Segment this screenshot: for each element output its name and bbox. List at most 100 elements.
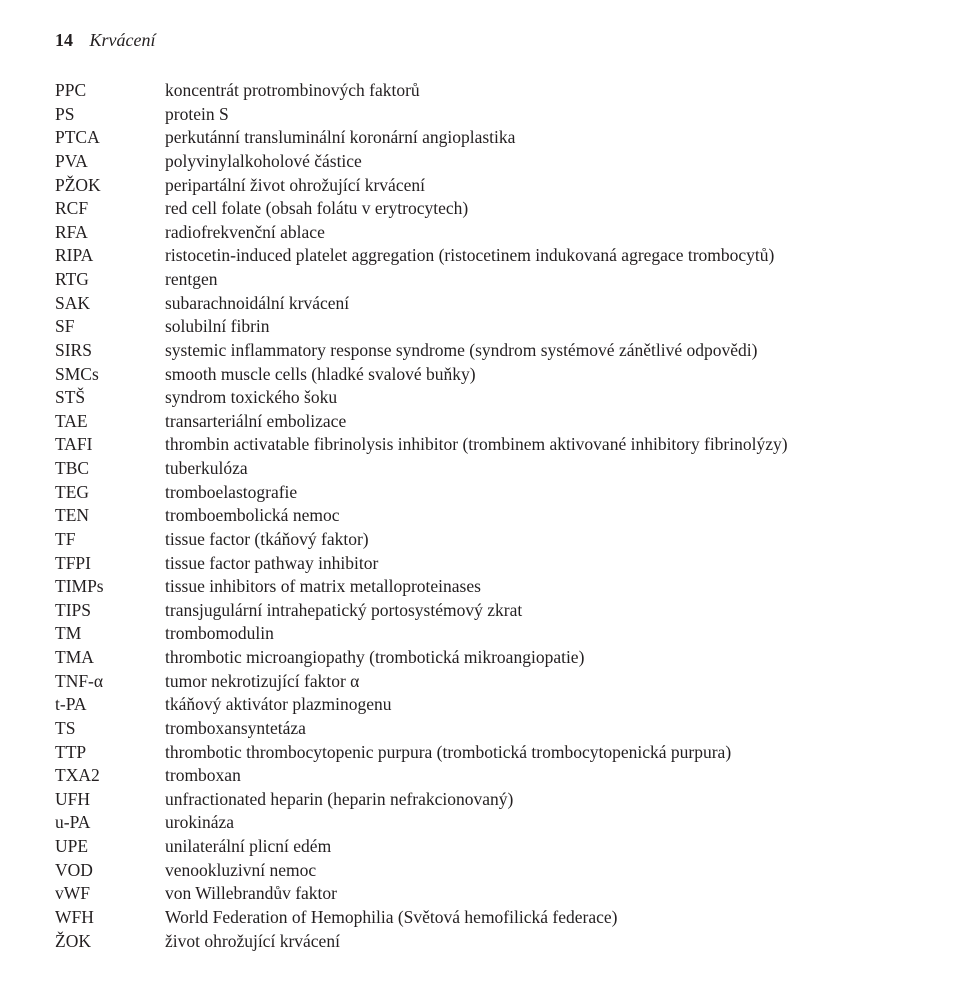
definition: syndrom toxického šoku bbox=[165, 386, 905, 410]
glossary-row: TMAthrombotic microangiopathy (trombotic… bbox=[55, 646, 905, 670]
glossary-row: TXA2tromboxan bbox=[55, 764, 905, 788]
definition: tumor nekrotizující faktor α bbox=[165, 670, 905, 694]
abbr: VOD bbox=[55, 859, 165, 883]
definition: rentgen bbox=[165, 268, 905, 292]
definition: systemic inflammatory response syndrome … bbox=[165, 339, 905, 363]
definition: solubilní fibrin bbox=[165, 315, 905, 339]
page-number: 14 bbox=[55, 30, 73, 50]
definition: unfractionated heparin (heparin nefrakci… bbox=[165, 788, 905, 812]
glossary-row: u-PAurokináza bbox=[55, 811, 905, 835]
abbr: STŠ bbox=[55, 386, 165, 410]
definition: tissue inhibitors of matrix metalloprote… bbox=[165, 575, 905, 599]
abbr: TF bbox=[55, 528, 165, 552]
abbr: TAFI bbox=[55, 433, 165, 457]
abbr: TXA2 bbox=[55, 764, 165, 788]
definition: tromboxan bbox=[165, 764, 905, 788]
abbr: PVA bbox=[55, 150, 165, 174]
abbr: SMCs bbox=[55, 363, 165, 387]
glossary-row: TFtissue factor (tkáňový faktor) bbox=[55, 528, 905, 552]
abbr: TEG bbox=[55, 481, 165, 505]
definition: polyvinylalkoholové částice bbox=[165, 150, 905, 174]
glossary-row: PVApolyvinylalkoholové částice bbox=[55, 150, 905, 174]
definition: transjugulární intrahepatický portosysté… bbox=[165, 599, 905, 623]
abbr: TEN bbox=[55, 504, 165, 528]
page: 14 Krvácení PPCkoncentrát protrombinovýc… bbox=[0, 0, 960, 993]
abbr: TBC bbox=[55, 457, 165, 481]
definition: red cell folate (obsah folátu v erytrocy… bbox=[165, 197, 905, 221]
definition: život ohrožující krvácení bbox=[165, 930, 905, 954]
glossary-row: TMtrombomodulin bbox=[55, 622, 905, 646]
abbr: TIPS bbox=[55, 599, 165, 623]
abbr: TNF-α bbox=[55, 670, 165, 694]
abbr: RTG bbox=[55, 268, 165, 292]
section-title: Krvácení bbox=[90, 30, 156, 50]
abbr: TM bbox=[55, 622, 165, 646]
glossary-row: TENtromboembolická nemoc bbox=[55, 504, 905, 528]
glossary-row: TNF-αtumor nekrotizující faktor α bbox=[55, 670, 905, 694]
glossary-row: RTGrentgen bbox=[55, 268, 905, 292]
definition: transarteriální embolizace bbox=[165, 410, 905, 434]
abbr: SF bbox=[55, 315, 165, 339]
glossary-row: TTPthrombotic thrombocytopenic purpura (… bbox=[55, 741, 905, 765]
glossary-row: RIPAristocetin-induced platelet aggregat… bbox=[55, 244, 905, 268]
definition: urokináza bbox=[165, 811, 905, 835]
glossary-row: WFHWorld Federation of Hemophilia (Světo… bbox=[55, 906, 905, 930]
definition: peripartální život ohrožující krvácení bbox=[165, 174, 905, 198]
glossary-row: TFPItissue factor pathway inhibitor bbox=[55, 552, 905, 576]
glossary-row: SFsolubilní fibrin bbox=[55, 315, 905, 339]
abbr: RIPA bbox=[55, 244, 165, 268]
glossary-row: PSprotein S bbox=[55, 103, 905, 127]
abbr: ŽOK bbox=[55, 930, 165, 954]
glossary-row: SMCssmooth muscle cells (hladké svalové … bbox=[55, 363, 905, 387]
glossary-row: TIMPstissue inhibitors of matrix metallo… bbox=[55, 575, 905, 599]
definition: ristocetin-induced platelet aggregation … bbox=[165, 244, 905, 268]
abbr: SIRS bbox=[55, 339, 165, 363]
abbr: UFH bbox=[55, 788, 165, 812]
definition: thrombotic thrombocytopenic purpura (tro… bbox=[165, 741, 905, 765]
definition: tromboxansyntetáza bbox=[165, 717, 905, 741]
glossary-row: ŽOKživot ohrožující krvácení bbox=[55, 930, 905, 954]
glossary-row: t-PAtkáňový aktivátor plazminogenu bbox=[55, 693, 905, 717]
definition: thrombotic microangiopathy (trombotická … bbox=[165, 646, 905, 670]
abbr: PŽOK bbox=[55, 174, 165, 198]
definition: tuberkulóza bbox=[165, 457, 905, 481]
abbr: RFA bbox=[55, 221, 165, 245]
definition: unilaterální plicní edém bbox=[165, 835, 905, 859]
definition: tromboembolická nemoc bbox=[165, 504, 905, 528]
definition: subarachnoidální krvácení bbox=[165, 292, 905, 316]
definition: thrombin activatable fibrinolysis inhibi… bbox=[165, 433, 905, 457]
glossary-row: TStromboxansyntetáza bbox=[55, 717, 905, 741]
page-header: 14 Krvácení bbox=[55, 30, 905, 51]
abbr: WFH bbox=[55, 906, 165, 930]
glossary-row: TAFIthrombin activatable fibrinolysis in… bbox=[55, 433, 905, 457]
abbr: TFPI bbox=[55, 552, 165, 576]
glossary-row: UFHunfractionated heparin (heparin nefra… bbox=[55, 788, 905, 812]
definition: tromboelastografie bbox=[165, 481, 905, 505]
glossary-row: TAEtransarteriální embolizace bbox=[55, 410, 905, 434]
glossary-row: vWFvon Willebrandův faktor bbox=[55, 882, 905, 906]
abbr: PTCA bbox=[55, 126, 165, 150]
abbr: t-PA bbox=[55, 693, 165, 717]
definition: protein S bbox=[165, 103, 905, 127]
definition: koncentrát protrombinových faktorů bbox=[165, 79, 905, 103]
abbr: PS bbox=[55, 103, 165, 127]
glossary-row: PPCkoncentrát protrombinových faktorů bbox=[55, 79, 905, 103]
glossary-row: SIRSsystemic inflammatory response syndr… bbox=[55, 339, 905, 363]
definition: tissue factor (tkáňový faktor) bbox=[165, 528, 905, 552]
abbr: RCF bbox=[55, 197, 165, 221]
definition: von Willebrandův faktor bbox=[165, 882, 905, 906]
abbr: u-PA bbox=[55, 811, 165, 835]
glossary-list: PPCkoncentrát protrombinových faktorůPSp… bbox=[55, 79, 905, 953]
glossary-row: PŽOKperipartální život ohrožující krváce… bbox=[55, 174, 905, 198]
glossary-row: PTCAperkutánní transluminální koronární … bbox=[55, 126, 905, 150]
definition: smooth muscle cells (hladké svalové buňk… bbox=[165, 363, 905, 387]
glossary-row: TBCtuberkulóza bbox=[55, 457, 905, 481]
glossary-row: SAKsubarachnoidální krvácení bbox=[55, 292, 905, 316]
glossary-row: RFAradiofrekvenční ablace bbox=[55, 221, 905, 245]
abbr: TTP bbox=[55, 741, 165, 765]
abbr: SAK bbox=[55, 292, 165, 316]
definition: tkáňový aktivátor plazminogenu bbox=[165, 693, 905, 717]
definition: venookluzivní nemoc bbox=[165, 859, 905, 883]
abbr: TAE bbox=[55, 410, 165, 434]
definition: perkutánní transluminální koronární angi… bbox=[165, 126, 905, 150]
